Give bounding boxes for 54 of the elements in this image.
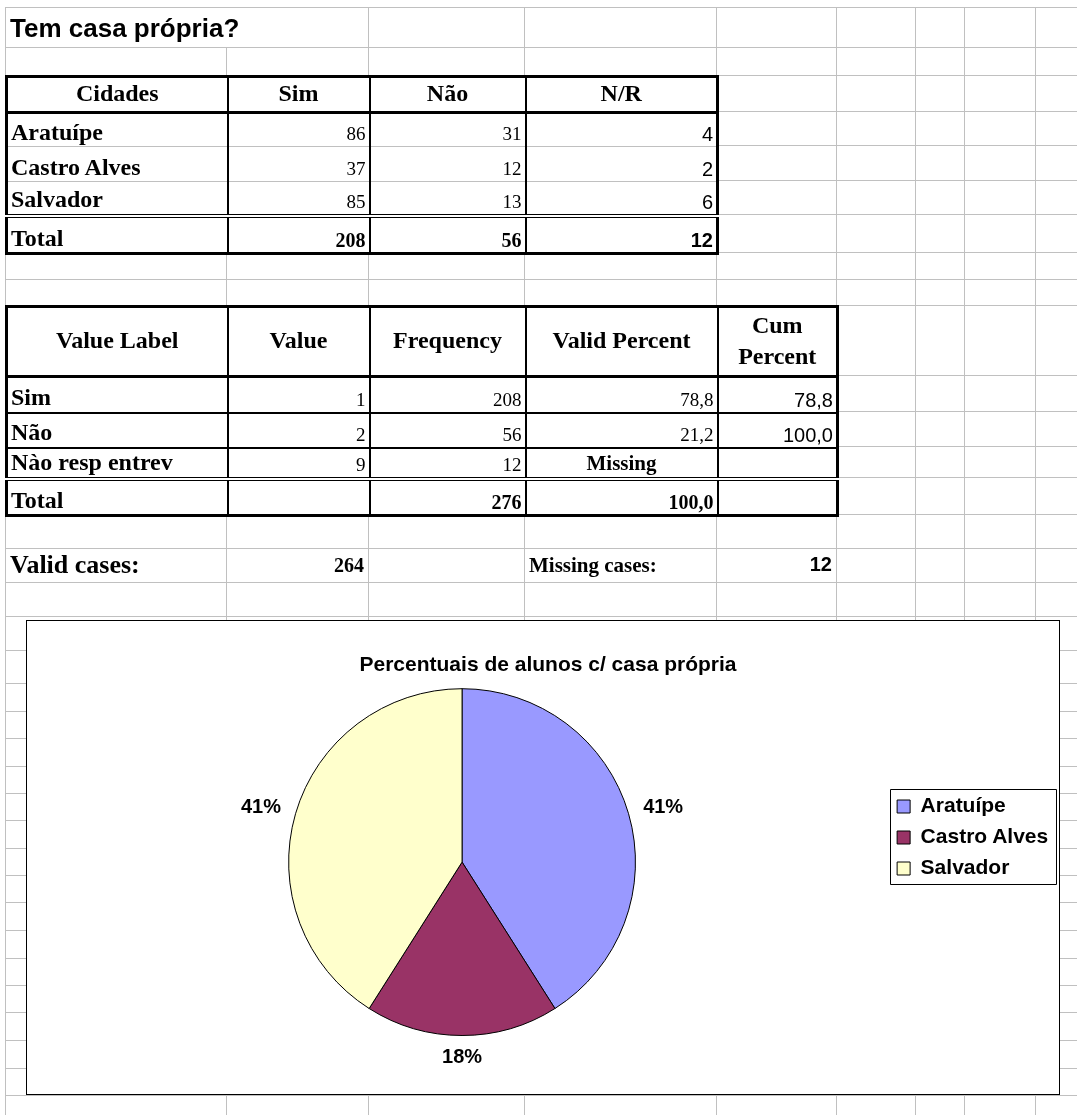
data-label: 18% [442, 1045, 483, 1068]
text: 21,2 [680, 423, 714, 445]
data-label: 41% [240, 795, 282, 818]
legend-label: Salvador [920, 855, 1010, 879]
legend-label: Aratuípe [920, 793, 1006, 817]
text: 12 [809, 553, 832, 575]
text: Cidades [6, 76, 228, 113]
data-label: 41% [643, 795, 684, 818]
text: Missing [586, 451, 657, 476]
text: 9 [356, 453, 366, 475]
text: 12 [690, 229, 713, 251]
category-label: Não [11, 419, 53, 446]
text: 2 [701, 158, 713, 180]
text: 78,8 [680, 388, 714, 410]
text: 100,0 [668, 491, 714, 513]
category-label: Sim [227, 76, 370, 113]
text: 264 [334, 554, 364, 577]
category-label: Salvador [11, 186, 104, 213]
category-label: Nào resp entrev [11, 449, 173, 476]
category-label: Total [11, 486, 64, 513]
text: 1 [356, 388, 366, 410]
text: 208 [493, 388, 522, 410]
text: 276 [491, 491, 522, 513]
category-label: Aratuípe [11, 118, 103, 145]
category-label: Total [11, 224, 64, 251]
category-label: Value [227, 306, 370, 377]
text: 6 [701, 190, 713, 213]
text: Missing cases: [529, 553, 657, 578]
text: 56 [501, 229, 522, 251]
text: 86 [346, 123, 366, 145]
category-label: Não [369, 76, 526, 113]
text: Value Label [6, 306, 228, 377]
category-label: Sim [11, 384, 52, 411]
text: 56 [502, 423, 522, 445]
text: 85 [346, 190, 366, 212]
text: 13 [502, 190, 522, 212]
category-label: Cum Percent [717, 306, 838, 377]
text: Valid cases: [10, 550, 140, 580]
category-label: Frequency [369, 306, 526, 377]
legend-label: Castro Alves [920, 824, 1049, 848]
text: 78,8 [794, 388, 833, 411]
category-label: Valid Percent [525, 306, 718, 377]
text: 12 [369, 447, 526, 479]
text: 31 [502, 123, 522, 145]
category-label: Castro Alves [11, 153, 141, 180]
text: 100,0 [782, 423, 833, 446]
chart-title: Percentuais de alunos c/ casa própria [359, 652, 737, 676]
text: Tem casa própria? [10, 13, 240, 44]
category-label: N/R [525, 76, 718, 113]
text: 4 [701, 123, 713, 145]
text: 12 [502, 158, 522, 180]
text: 37 [346, 158, 366, 180]
text: 208 [335, 229, 366, 251]
text: 2 [356, 423, 366, 445]
